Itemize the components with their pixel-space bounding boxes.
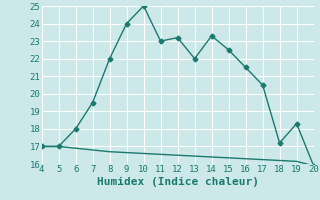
- X-axis label: Humidex (Indice chaleur): Humidex (Indice chaleur): [97, 177, 259, 187]
